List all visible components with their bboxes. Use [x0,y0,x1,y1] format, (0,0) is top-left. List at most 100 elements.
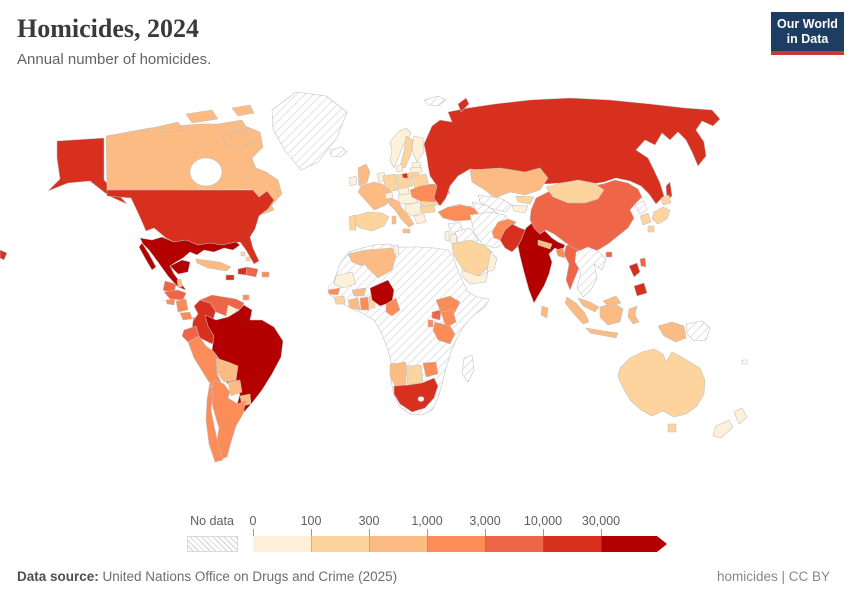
country-el-salvador[interactable] [165,298,176,306]
country-mexico[interactable] [139,236,241,291]
legend-bin-swatch[interactable] [543,536,601,552]
country-kaliningrad-russia[interactable] [401,172,409,179]
country-russia-chukotka-sliver[interactable] [0,249,8,261]
country-tunisia[interactable] [392,244,400,255]
country-indonesia-sulawesi[interactable] [627,305,640,325]
country-peru[interactable] [187,335,223,391]
country-mexico-yucatan[interactable] [169,259,191,275]
country-jordan[interactable] [449,233,458,244]
country-oman[interactable] [486,251,498,273]
country-uzbekistan[interactable] [477,194,513,213]
country-greenland[interactable] [271,91,348,171]
country-tajikistan[interactable] [511,204,529,214]
country-cameroon[interactable] [385,297,401,317]
country-indonesia-papua[interactable] [657,321,687,343]
country-guinea[interactable] [333,295,346,305]
country-south-africa[interactable] [393,377,439,413]
country-indochina[interactable] [574,246,607,298]
country-canada-island[interactable] [221,131,253,151]
country-philippines-luzon[interactable] [628,262,641,278]
country-new-zealand-south[interactable] [712,419,734,439]
country-argentina[interactable] [210,379,247,461]
country-switzerland[interactable] [384,191,394,200]
country-canada-island[interactable] [151,121,185,134]
country-nepal[interactable] [537,239,553,250]
country-japan-hokkaido[interactable] [660,194,672,206]
country-uganda[interactable] [431,309,442,321]
country-mexico-baja[interactable] [138,242,157,271]
country-belize[interactable] [176,278,183,288]
country-canada-island[interactable] [231,104,255,117]
country-yemen[interactable] [461,269,489,285]
country-kyrgyzstan[interactable] [515,195,535,205]
country-costa-rica[interactable] [179,311,193,321]
license-credit[interactable]: homicides | CC BY [716,569,830,584]
country-greece[interactable] [413,213,427,225]
country-lesotho[interactable] [417,396,425,402]
country-ireland[interactable] [348,175,358,187]
country-chile[interactable] [205,381,224,463]
country-indonesia-sumatra[interactable] [564,296,590,325]
country-senegal[interactable] [327,287,341,296]
country-trinidad[interactable] [242,294,250,301]
country-mauritania[interactable] [333,271,357,289]
country-france[interactable] [357,181,393,211]
country-united-kingdom[interactable] [357,163,371,187]
country-japan-kyushu[interactable] [647,225,655,233]
country-indonesia-borneo[interactable] [599,302,624,326]
country-balkans[interactable] [404,201,424,217]
country-bolivia[interactable] [215,357,239,383]
country-portugal[interactable] [348,214,357,231]
country-denmark[interactable] [395,163,404,173]
country-paraguay[interactable] [227,379,243,397]
country-indonesia-java[interactable] [585,327,619,339]
country-finland[interactable] [411,135,425,163]
country-zimbabwe[interactable] [422,361,439,378]
country-ghana[interactable] [359,296,370,311]
country-cote-divoire[interactable] [347,297,361,311]
country-rwanda[interactable] [427,319,434,328]
country-bahamas[interactable] [245,256,251,262]
country-iceland[interactable] [329,146,348,158]
country-honduras[interactable] [163,289,187,301]
country-algeria[interactable] [359,247,397,279]
legend-no-data-swatch[interactable] [187,536,238,552]
country-mongolia[interactable] [545,179,605,204]
country-australia[interactable] [617,348,706,418]
country-taiwan[interactable] [639,257,647,268]
country-north-korea[interactable] [634,200,648,215]
owid-logo[interactable]: Our World in Data [771,12,844,55]
country-jamaica[interactable] [225,274,235,281]
legend-bin-swatch[interactable] [601,536,657,552]
country-south-korea[interactable] [639,212,652,226]
country-sweden[interactable] [399,135,414,169]
country-canada-island[interactable] [217,119,248,133]
country-sri-lanka[interactable] [540,305,549,319]
pacific-island[interactable] [741,359,748,365]
country-papua-new-guinea[interactable] [685,320,711,342]
country-tanzania[interactable] [432,321,456,345]
country-dominican-republic[interactable] [245,266,259,278]
country-madagascar[interactable] [461,354,475,383]
country-burkina-faso[interactable] [351,287,367,297]
legend-bin-swatch[interactable] [253,536,311,552]
country-latvia[interactable] [409,166,423,174]
country-bangladesh[interactable] [555,247,566,259]
legend-bin-swatch[interactable] [311,536,369,552]
country-italy-sardinia[interactable] [391,215,397,225]
country-cuba[interactable] [195,258,232,272]
country-philippines-mindanao[interactable] [633,282,648,297]
country-russia-novaya-zemlya[interactable] [457,97,470,113]
country-puerto-rico[interactable] [261,271,270,278]
country-italy[interactable] [388,197,415,228]
country-kazakhstan[interactable] [469,167,549,199]
country-haiti[interactable] [237,266,248,276]
country-china-hainan[interactable] [605,251,613,258]
legend-bin-swatch[interactable] [427,536,485,552]
country-japan-honshu[interactable] [651,206,671,225]
country-bahamas[interactable] [240,251,246,257]
country-italy-sicily[interactable] [402,228,411,234]
country-nicaragua[interactable] [175,298,189,313]
country-botswana[interactable] [405,364,424,386]
country-israel[interactable] [444,230,450,242]
